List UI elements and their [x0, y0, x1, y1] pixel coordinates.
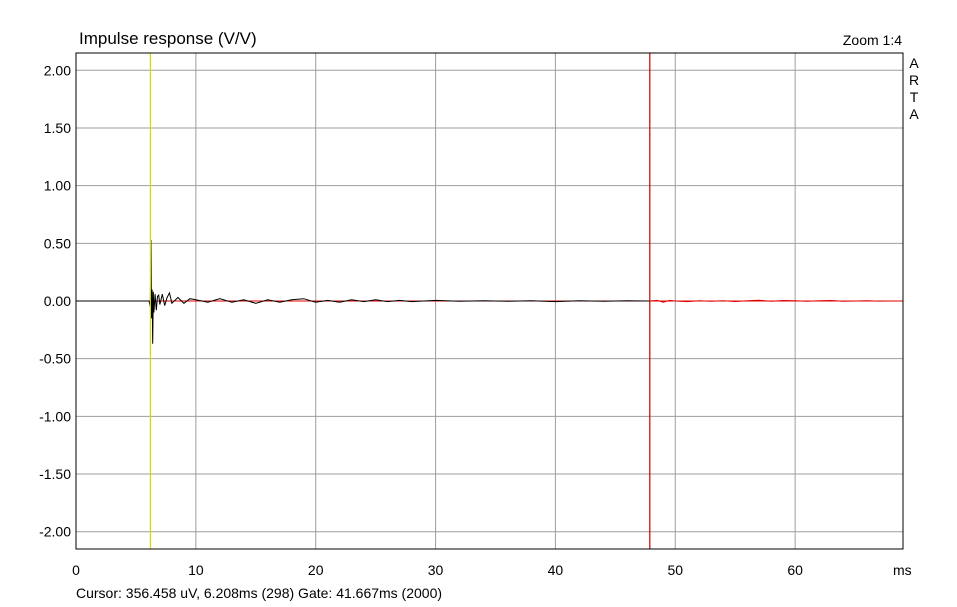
y-tick-label: 1.00: [44, 178, 71, 194]
impulse-trace-outside-gate: [649, 299, 903, 303]
y-tick-label: -1.50: [39, 466, 71, 482]
y-tick-label: 0.00: [44, 293, 71, 309]
status-line: Cursor: 356.458 uV, 6.208ms (298) Gate: …: [76, 585, 442, 601]
y-tick-label: -1.00: [39, 408, 71, 424]
impulse-trace-inside-gate: [76, 239, 650, 344]
x-tick-label: 50: [667, 562, 683, 578]
x-tick-labels: 0 10 20 30 40 50 60: [72, 562, 803, 578]
brand-letter: A: [909, 106, 919, 122]
x-tick-label: 10: [188, 562, 204, 578]
y-tick-label: -0.50: [39, 351, 71, 367]
x-tick-label: 20: [308, 562, 324, 578]
zoom-label[interactable]: Zoom 1:4: [843, 32, 902, 48]
x-tick-label: 0: [72, 562, 80, 578]
x-tick-label: 30: [428, 562, 444, 578]
x-axis-unit-label: ms: [893, 562, 912, 578]
x-tick-label: 60: [787, 562, 803, 578]
brand-letter: R: [909, 72, 919, 88]
y-tick-label: -2.00: [39, 524, 71, 540]
chart-title: Impulse response (V/V): [79, 29, 257, 48]
y-tick-label: 0.50: [44, 235, 71, 251]
brand-letter: A: [909, 55, 919, 71]
plot-frame[interactable]: [75, 52, 904, 550]
brand-letter: T: [910, 89, 919, 105]
x-tick-label: 40: [548, 562, 564, 578]
y-tick-labels: 2.00 1.50 1.00 0.50 0.00 -0.50 -1.00 -1.50 -2.00: [39, 62, 71, 539]
y-tick-label: 1.50: [44, 120, 71, 136]
y-tick-label: 2.00: [44, 62, 71, 78]
traces: [76, 239, 903, 344]
markers: [149, 53, 651, 549]
